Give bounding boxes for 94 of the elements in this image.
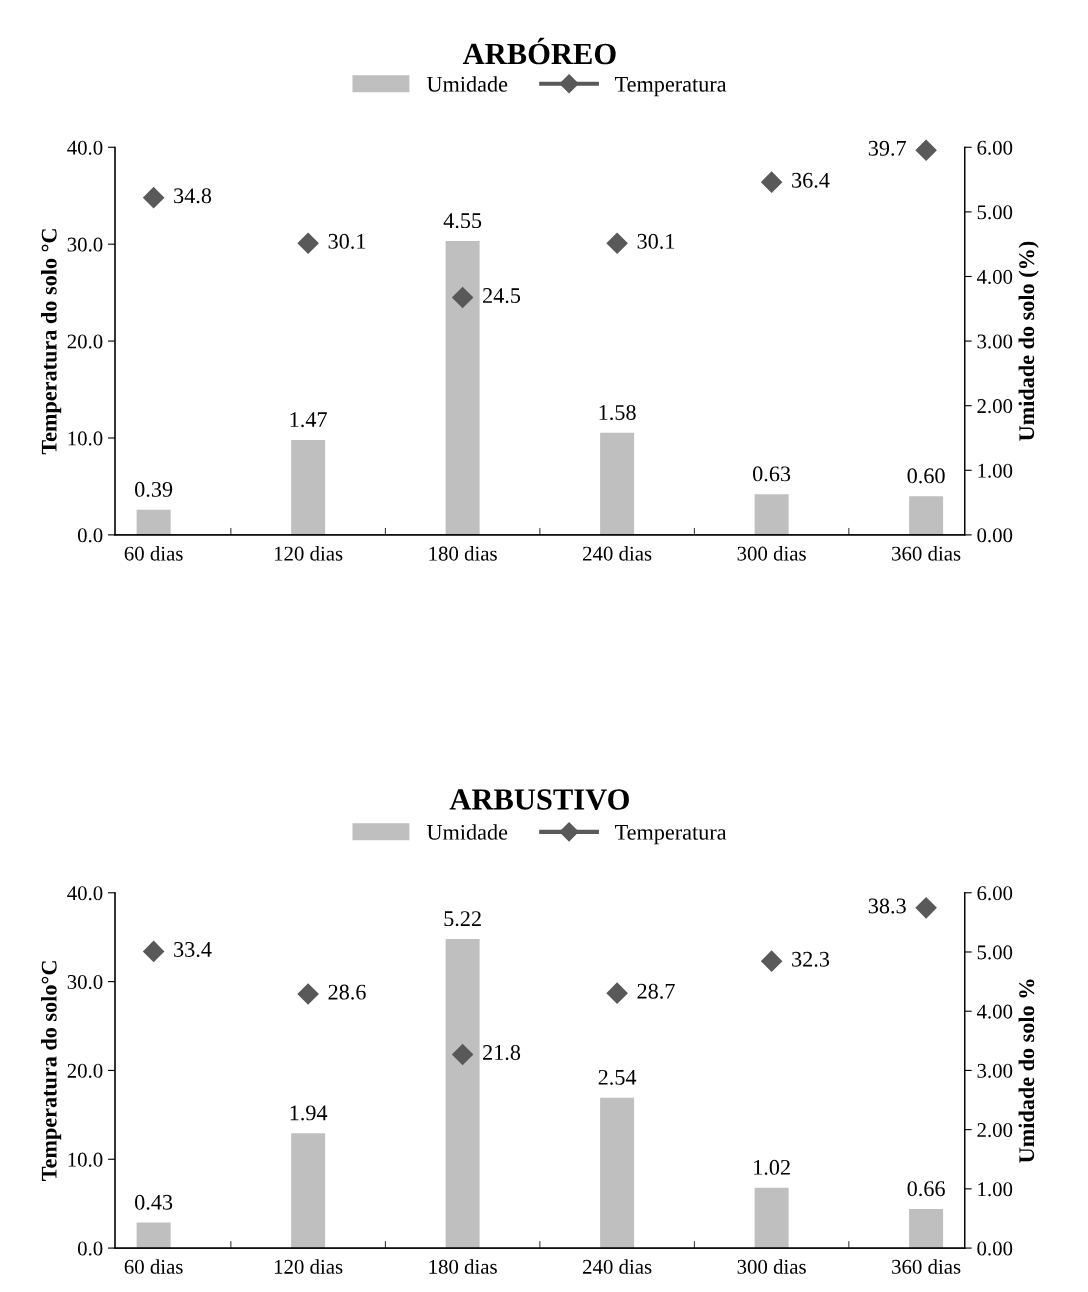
x-tick-label: 60 dias [124, 546, 183, 561]
data-label: 0.43 [135, 1194, 173, 1210]
y-tick-label: 0.0 [77, 1241, 103, 1256]
data-label: 5.22 [444, 911, 481, 927]
y2-tick-label: 1.00 [978, 1182, 1013, 1197]
y-axis-title: Temperatura do solo °C [41, 229, 62, 455]
y2-tick-label: 5.00 [977, 945, 1013, 960]
y2-tick-label: 1.00 [978, 463, 1013, 478]
bar [291, 1133, 326, 1249]
data-label: 0.60 [907, 468, 945, 484]
y-tick-label: 40.0 [67, 140, 103, 155]
x-tick-label: 240 dias [583, 546, 652, 561]
y2-axis-title: Umidade do solo % [1018, 979, 1035, 1163]
point [606, 232, 628, 254]
x-tick-label: 120 dias [274, 546, 343, 561]
y-tick-label: 20.0 [67, 1063, 103, 1078]
point [452, 1043, 474, 1065]
point [297, 232, 319, 254]
data-label: 1.58 [599, 404, 636, 421]
chart-title: ARBUSTIVO [449, 789, 629, 810]
point [143, 940, 165, 962]
legend-label: Temperatura [615, 825, 727, 845]
y-tick-label: 20.0 [67, 334, 103, 349]
y2-tick-label: 6.00 [977, 140, 1013, 155]
bar [754, 1187, 789, 1249]
bar [136, 509, 171, 535]
data-label: 28.7 [637, 983, 675, 999]
data-label: 1.02 [754, 1159, 790, 1175]
y2-tick-label: 0.00 [977, 1241, 1013, 1256]
point [297, 983, 319, 1005]
y2-axis-title: Umidade do solo (%) [1018, 241, 1039, 441]
bar [909, 1208, 944, 1249]
y2-tick-label: 6.00 [977, 886, 1013, 901]
point [915, 897, 937, 919]
y2-tick-label: 4.00 [976, 1004, 1013, 1019]
x-tick-label: 120 dias [274, 1259, 343, 1274]
y-tick-label: 40.0 [67, 886, 103, 901]
y2-tick-label: 3.00 [977, 334, 1013, 349]
data-label: 0.66 [907, 1181, 945, 1197]
data-label: 0.39 [135, 481, 173, 497]
data-label: 28.6 [328, 984, 366, 1000]
data-label: 30.1 [328, 233, 366, 249]
x-tick-label: 360 dias [892, 1259, 961, 1274]
data-label: 39.7 [868, 140, 907, 156]
point [915, 139, 937, 161]
bar [600, 432, 635, 535]
y-tick-label: 10.0 [68, 431, 103, 446]
y2-tick-label: 0.00 [977, 528, 1013, 543]
y2-tick-label: 2.00 [977, 1123, 1013, 1138]
data-label: 36.4 [792, 172, 830, 188]
chart-title: ARBÓREO [462, 37, 616, 65]
point [761, 171, 783, 193]
data-label: 24.5 [483, 288, 521, 304]
x-tick-label: 60 dias [124, 1259, 183, 1274]
x-tick-label: 360 dias [892, 546, 961, 561]
y-tick-label: 0.0 [77, 528, 103, 543]
x-tick-label: 180 dias [429, 1259, 497, 1274]
bar [754, 494, 789, 535]
data-label: 32.3 [792, 951, 830, 967]
x-tick-label: 180 dias [429, 546, 497, 561]
legend-label: Temperatura [615, 77, 727, 97]
x-tick-label: 300 dias [737, 1259, 806, 1274]
bar [291, 439, 326, 535]
y-tick-label: 30.0 [67, 974, 103, 990]
point [452, 286, 474, 308]
data-label: 38.3 [868, 898, 906, 914]
data-label: 0.63 [753, 466, 791, 482]
legend-label: Umidade [426, 76, 508, 92]
data-label: 21.8 [483, 1045, 521, 1061]
data-label: 1.47 [290, 412, 327, 428]
bar [445, 938, 480, 1249]
data-label: 30.1 [637, 233, 675, 249]
y2-tick-label: 4.00 [976, 269, 1013, 285]
data-label: 4.55 [443, 213, 482, 229]
bar [600, 1097, 635, 1249]
bar [445, 240, 480, 535]
data-label: 2.54 [598, 1069, 637, 1085]
data-label: 34.8 [174, 188, 212, 204]
data-label: 1.94 [290, 1105, 328, 1121]
point [761, 950, 783, 972]
y2-tick-label: 5.00 [977, 205, 1013, 220]
y-axis-title: Temperatura do solo°C [41, 961, 62, 1181]
data-label: 33.4 [174, 942, 212, 958]
y2-tick-label: 2.00 [977, 399, 1013, 414]
bar [909, 496, 944, 535]
y-tick-label: 10.0 [68, 1152, 103, 1167]
point [606, 982, 628, 1004]
legend-label: Umidade [426, 824, 508, 840]
point [143, 187, 165, 209]
bar [136, 1222, 171, 1249]
x-tick-label: 240 dias [583, 1259, 652, 1274]
y-tick-label: 30.0 [67, 237, 103, 252]
x-tick-label: 300 dias [737, 546, 806, 561]
y2-tick-label: 3.00 [977, 1063, 1013, 1078]
